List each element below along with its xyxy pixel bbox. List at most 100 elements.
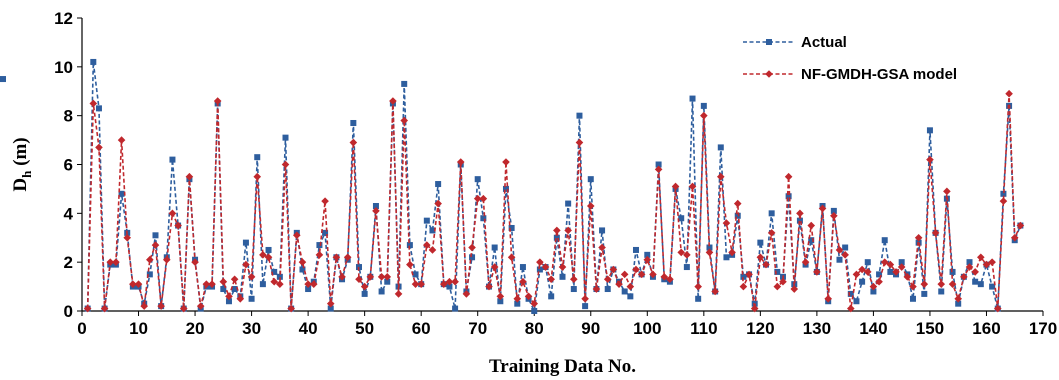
legend-marker — [765, 70, 773, 78]
data-point — [140, 302, 148, 310]
data-point — [372, 203, 379, 210]
data-point — [875, 277, 883, 286]
data-point — [230, 275, 239, 284]
data-point — [989, 283, 996, 290]
data-point — [773, 282, 782, 291]
data-point — [377, 273, 386, 281]
data-point — [609, 265, 618, 274]
data-point — [716, 172, 725, 181]
data-point — [870, 288, 877, 295]
data-point — [649, 270, 657, 279]
data-point — [728, 248, 736, 257]
data-point — [858, 265, 866, 274]
data-point — [168, 209, 177, 218]
data-point — [926, 155, 934, 164]
data-point — [954, 294, 963, 303]
data-point — [599, 227, 606, 234]
data-point — [644, 251, 651, 258]
data-point — [558, 263, 567, 271]
data-point — [892, 268, 900, 276]
data-point — [705, 248, 714, 257]
data-point — [592, 285, 601, 293]
data-point — [401, 80, 408, 87]
data-point — [423, 217, 430, 224]
data-point — [417, 280, 425, 288]
y-tick-label: 2 — [64, 253, 73, 272]
data-point — [298, 258, 307, 266]
x-tick-label: 70 — [468, 319, 487, 338]
data-point — [315, 251, 324, 259]
data-point — [350, 119, 357, 126]
data-point — [179, 304, 188, 313]
data-point — [813, 268, 821, 276]
data-point — [750, 304, 759, 313]
data-point — [553, 234, 560, 241]
data-point — [541, 263, 550, 271]
y-tick-label: 4 — [64, 204, 74, 223]
data-point — [666, 275, 674, 284]
data-point — [366, 273, 375, 281]
data-point — [287, 304, 295, 313]
data-point — [972, 278, 979, 285]
data-point — [824, 294, 832, 303]
x-tick-label: 120 — [746, 319, 774, 338]
data-point — [722, 219, 731, 227]
data-point — [485, 282, 493, 291]
data-point — [304, 280, 312, 288]
data-point — [316, 242, 323, 249]
data-point — [762, 260, 770, 269]
data-point — [993, 304, 1002, 313]
data-point — [570, 286, 577, 293]
x-tick-label: 100 — [633, 319, 661, 338]
y-tick-label: 12 — [54, 9, 73, 28]
data-point — [859, 278, 866, 285]
data-point — [248, 295, 255, 302]
data-point — [784, 172, 793, 181]
data-point — [355, 275, 363, 284]
x-tick-label: 30 — [242, 319, 261, 338]
data-point — [446, 283, 453, 290]
data-point — [835, 246, 844, 254]
data-point — [152, 232, 159, 239]
data-point — [779, 277, 787, 286]
data-point — [281, 160, 290, 169]
data-point — [671, 182, 680, 191]
data-point — [863, 268, 872, 276]
data-point — [299, 266, 306, 273]
data-point — [220, 286, 227, 293]
data-point — [937, 280, 946, 288]
data-point — [469, 254, 476, 261]
x-tick-label: 20 — [186, 319, 205, 338]
data-point — [955, 300, 962, 307]
data-point — [100, 304, 109, 313]
x-axis-title: Training Data No. — [489, 356, 636, 377]
data-point — [926, 127, 933, 134]
data-point — [242, 239, 249, 246]
data-point — [808, 237, 815, 244]
y-tick-label: 10 — [54, 58, 73, 77]
data-point — [898, 259, 905, 266]
data-point — [733, 199, 742, 208]
data-point — [265, 246, 272, 253]
data-point — [931, 229, 940, 237]
data-point — [242, 260, 250, 269]
data-point — [305, 286, 312, 293]
data-point — [988, 258, 996, 266]
legend-label: Actual — [801, 34, 847, 51]
data-point — [146, 271, 153, 278]
legend-label: NF-GMDH-GSA model — [801, 66, 957, 83]
data-point — [966, 259, 973, 266]
y-axis-title: Dh (m) — [10, 137, 34, 191]
data-point — [174, 221, 182, 230]
x-tick-label: 160 — [972, 319, 1000, 338]
y-axis-title-unit: (m) — [10, 137, 31, 170]
data-point — [309, 280, 318, 288]
data-point — [400, 116, 409, 125]
data-point — [767, 229, 776, 237]
data-point — [502, 158, 510, 166]
data-point — [169, 156, 176, 163]
data-point — [920, 280, 929, 288]
data-point — [553, 226, 561, 235]
x-tick-label: 50 — [355, 319, 374, 338]
data-point — [1016, 221, 1025, 230]
